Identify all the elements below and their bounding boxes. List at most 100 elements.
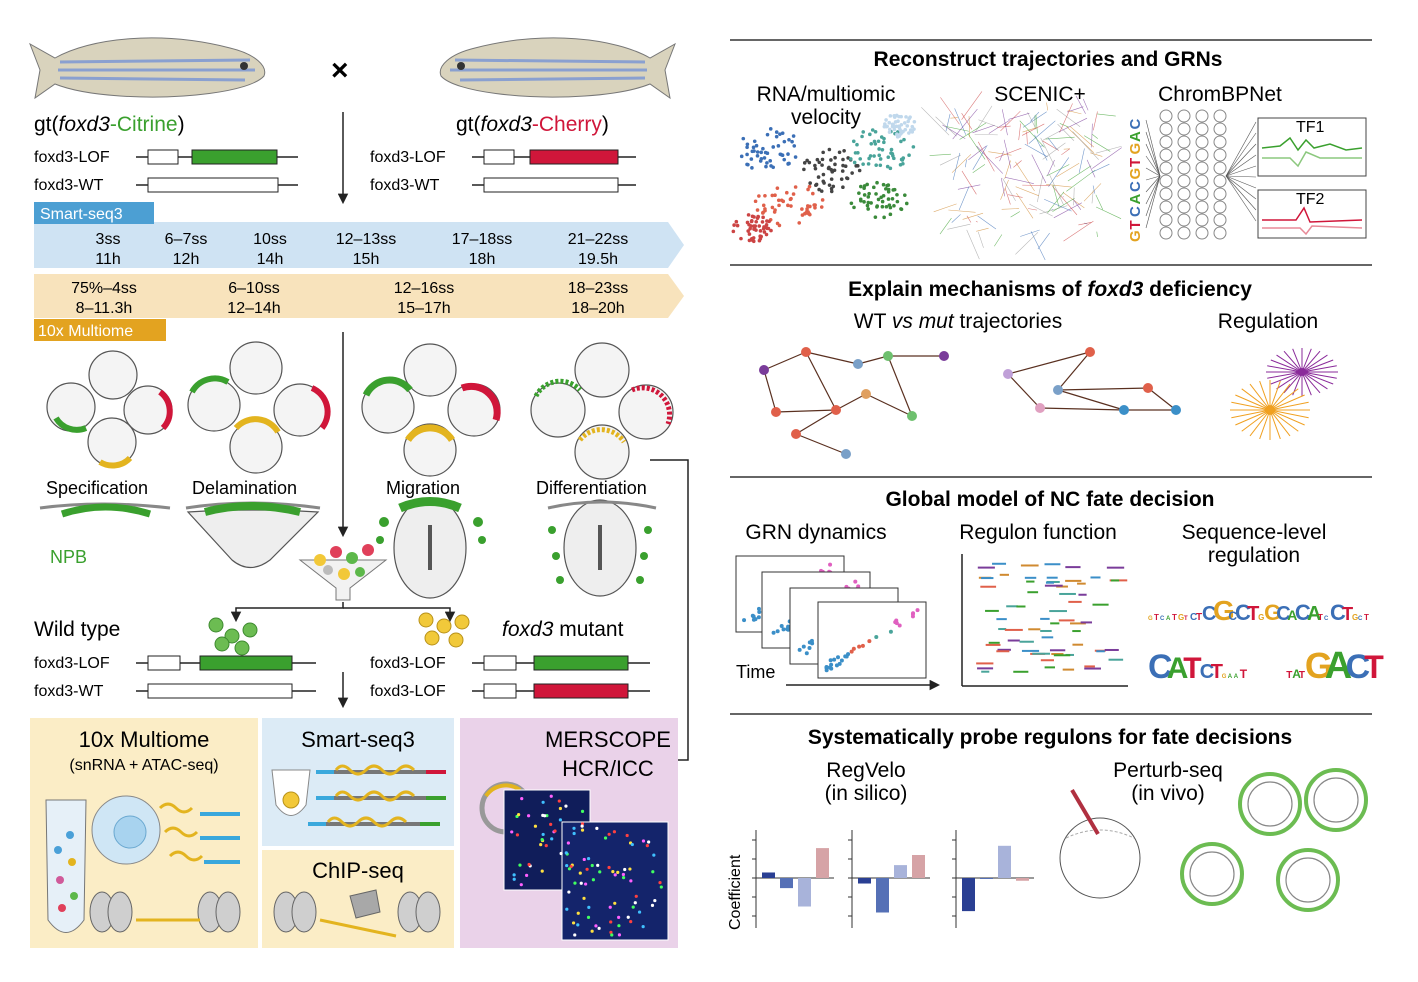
velocity-cell <box>912 119 917 124</box>
motif-letter: C <box>1190 612 1197 623</box>
motif-letter: T <box>1211 661 1223 683</box>
merscope-spot <box>631 905 635 909</box>
velocity-cell <box>800 207 804 211</box>
merscope-spot <box>603 836 608 840</box>
velocity-cell <box>820 157 825 162</box>
nn-node <box>1159 122 1173 136</box>
velocity-cell <box>741 136 746 141</box>
velocity-cell <box>869 201 873 205</box>
merscope-spot <box>565 863 569 868</box>
regulation-hub <box>1265 405 1275 415</box>
allele-right-wt: foxd3-WT <box>370 177 636 194</box>
velocity-cell <box>765 161 769 165</box>
grn-cell <box>832 657 837 662</box>
velocity-cell <box>886 187 891 192</box>
regulon-mark <box>981 670 990 673</box>
svg-text:MERSCOPE: MERSCOPE <box>545 727 671 752</box>
sequence-letter: G <box>1127 168 1144 180</box>
fish-left-icon <box>29 37 266 100</box>
velocity-cell <box>775 186 780 190</box>
regulon-mark <box>1108 658 1124 661</box>
svg-text:(snRNA + ATAC-seq): (snRNA + ATAC-seq) <box>69 757 218 774</box>
velocity-cell <box>763 193 767 198</box>
velocity-cell <box>880 199 885 204</box>
sequence-letter: G <box>1127 143 1144 155</box>
nn-edge <box>1145 175 1161 205</box>
merscope-spot <box>564 851 568 855</box>
regulon-mark <box>1051 653 1064 656</box>
scenic-edge <box>1022 127 1038 133</box>
scenic-edge <box>945 113 951 132</box>
scenic-edge <box>1045 136 1075 140</box>
velocity-cell <box>879 135 884 139</box>
regulon-mark <box>1053 654 1071 657</box>
regulation-edge <box>1269 409 1305 426</box>
velocity-cell <box>899 207 904 212</box>
grn-cell <box>756 606 761 611</box>
velocity-cell <box>884 204 889 209</box>
merscope-spot <box>578 871 582 875</box>
regulon-mark <box>1044 584 1063 587</box>
merscope-spot <box>515 833 520 837</box>
merscope-spot <box>572 831 576 836</box>
regulon-mark <box>981 577 994 580</box>
svg-text:foxd3-LOF: foxd3-LOF <box>34 655 110 672</box>
coef-bar <box>816 848 829 878</box>
velocity-cell <box>873 142 878 146</box>
scenic-edge <box>1052 185 1078 216</box>
regulon-mark <box>977 667 994 670</box>
velocity-cell <box>827 147 832 152</box>
velocity-cell <box>747 232 752 236</box>
allele-mut-lof1: foxd3-LOF <box>370 655 650 672</box>
nn-node <box>1195 200 1209 214</box>
velocity-cell <box>745 145 749 150</box>
velocity-cell <box>853 151 858 155</box>
motif-letter: G <box>1148 616 1153 622</box>
velocity-cell <box>817 160 822 165</box>
merscope-spot <box>569 864 573 869</box>
regulation-edge <box>1249 383 1271 411</box>
velocity-cell <box>868 132 872 137</box>
velocity-cell <box>761 203 766 208</box>
nn-node <box>1195 135 1209 149</box>
velocity-cell <box>766 226 771 231</box>
velocity-cell <box>892 156 896 161</box>
grn-cell <box>756 615 761 620</box>
merscope-spot <box>539 843 543 847</box>
motif-letter: A <box>1234 674 1239 680</box>
regulon-mark <box>997 648 1011 651</box>
scenic-edge <box>1037 232 1050 250</box>
motif-letter: C <box>1235 600 1251 625</box>
velocity-cell <box>805 207 809 211</box>
velocity-cell <box>892 203 896 208</box>
velocity-cell <box>778 132 782 136</box>
merscope-spot <box>629 920 633 924</box>
trajectory-graphs <box>759 347 1181 459</box>
velocity-cell <box>775 221 780 226</box>
velocity-cell <box>791 192 796 196</box>
velocity-cell <box>758 159 763 163</box>
scenic-edge <box>1092 185 1096 194</box>
wt-cells <box>208 617 258 656</box>
velocity-cell <box>887 120 892 125</box>
velocity-cell <box>745 142 750 147</box>
scenic-edge <box>1015 161 1035 192</box>
merscope-spot <box>587 905 591 909</box>
velocity-cell <box>841 157 845 162</box>
grn-cell <box>775 629 780 634</box>
merscope-spot <box>650 903 655 908</box>
scenic-edge <box>950 117 958 119</box>
velocity-cell <box>877 153 882 158</box>
regulon-mark <box>1019 640 1034 643</box>
merscope-spot <box>641 925 645 929</box>
velocity-cell <box>763 225 767 230</box>
regulation-edge <box>1241 409 1271 432</box>
regulation-edge <box>1301 371 1328 390</box>
velocity-cell <box>752 139 757 144</box>
scenic-edge <box>952 152 961 180</box>
scenic-edge <box>945 126 969 132</box>
nn-node <box>1213 135 1227 149</box>
motif-letter: T <box>1286 670 1292 681</box>
nn-edge <box>1225 121 1257 177</box>
grn-cell <box>860 643 865 648</box>
